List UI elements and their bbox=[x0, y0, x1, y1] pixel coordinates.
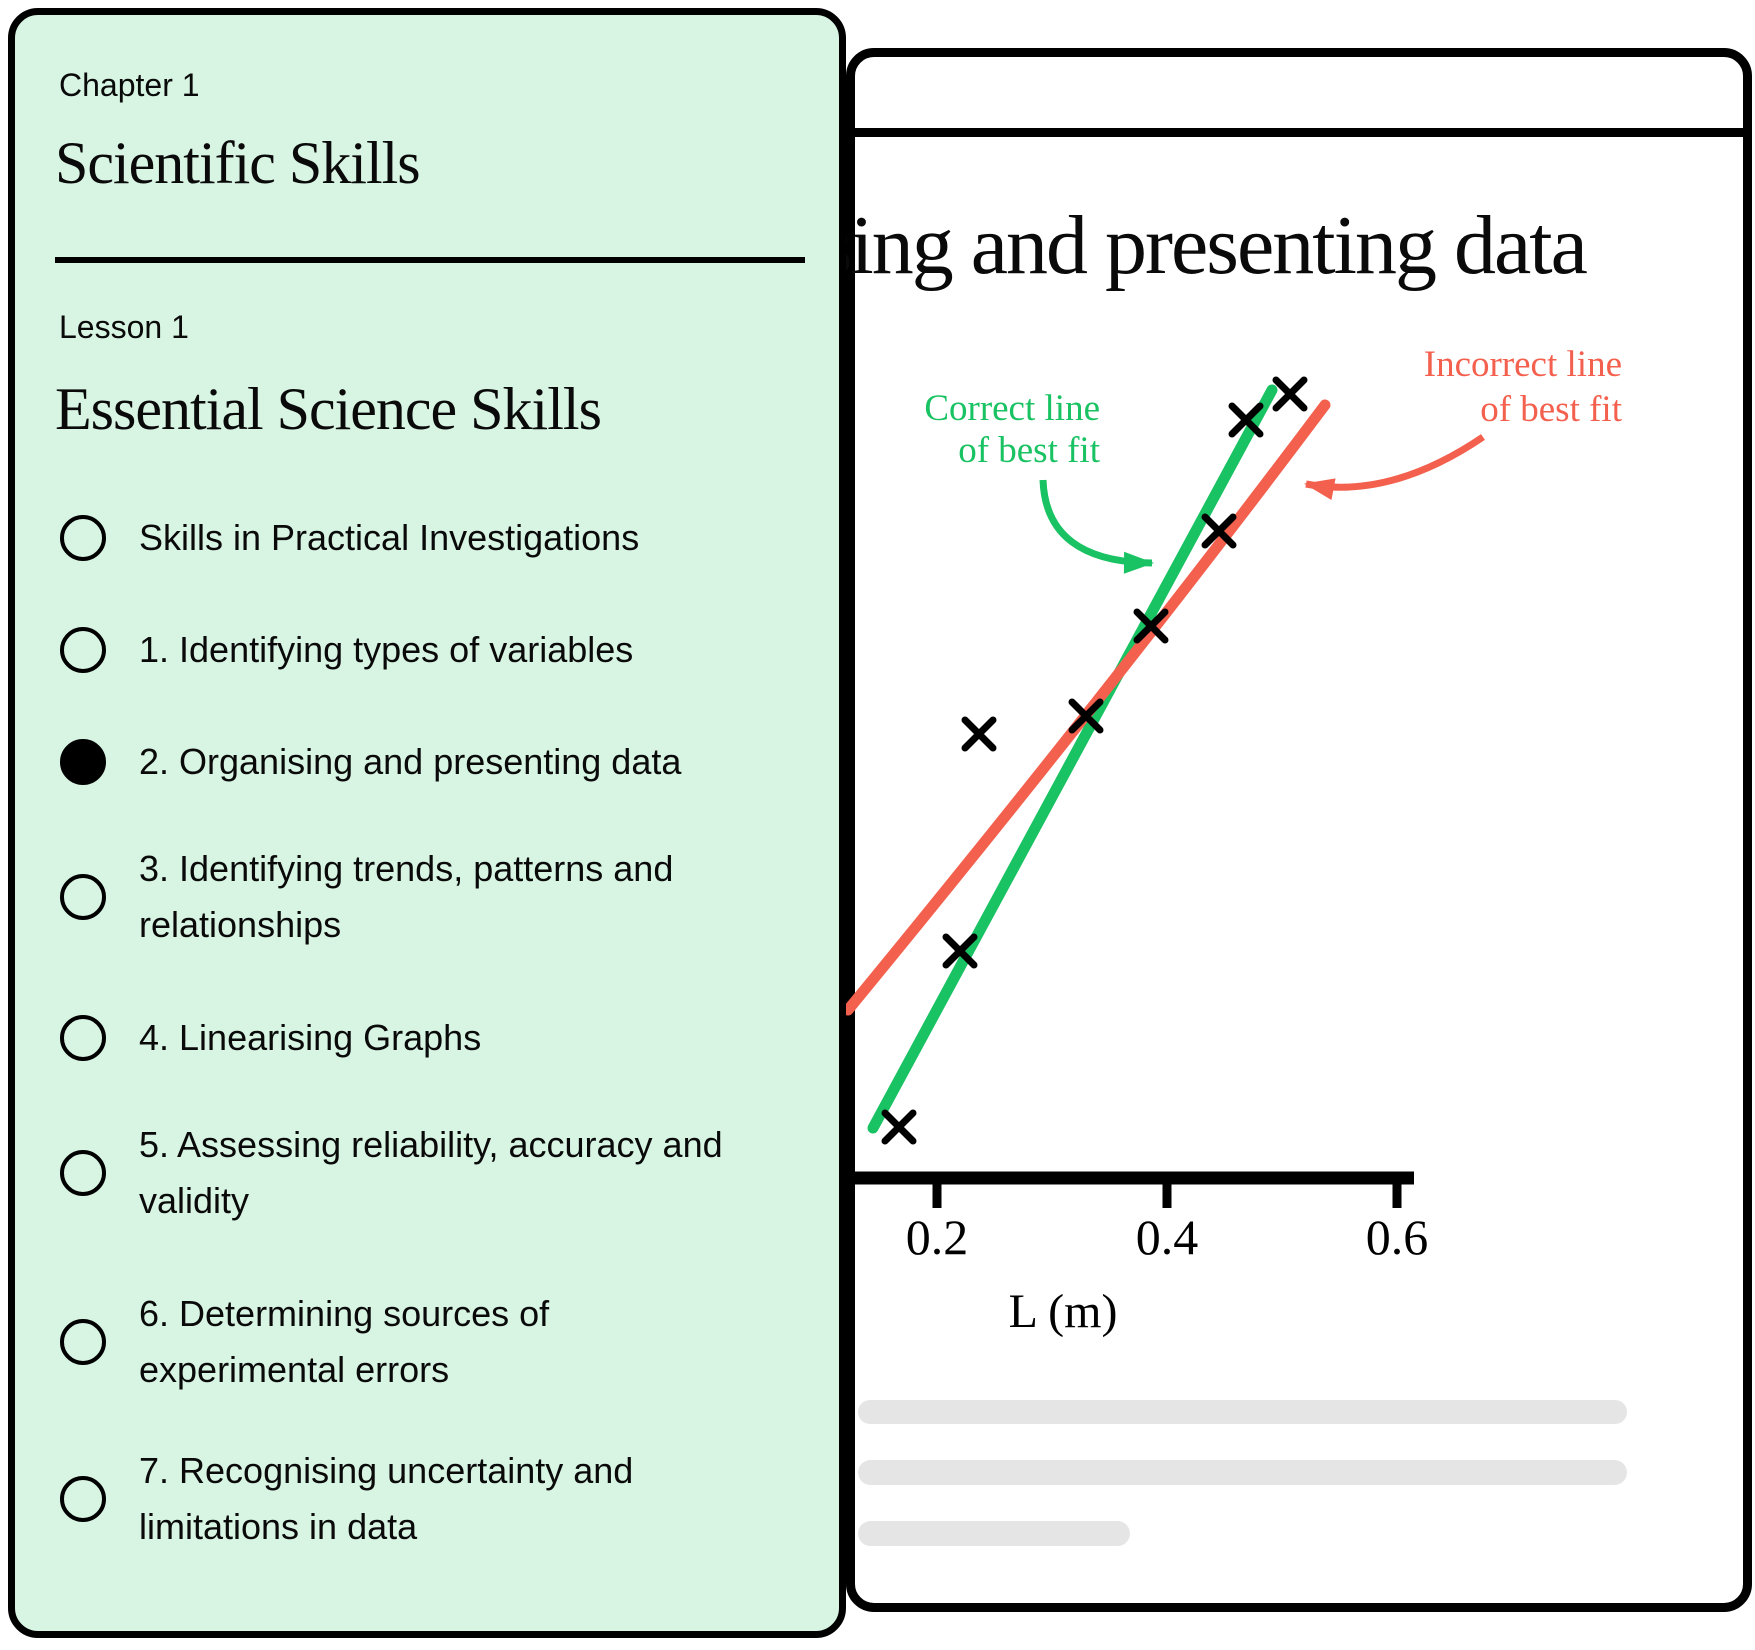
correct-line-label: of best fit bbox=[958, 430, 1101, 471]
lesson-label: Lesson 1 bbox=[59, 309, 189, 345]
data-point-marker bbox=[1272, 376, 1308, 412]
incorrect-line-label: Incorrect line bbox=[1424, 344, 1622, 385]
x-axis-tick-label: 0.4 bbox=[1136, 1209, 1199, 1265]
incorrect-line-label: of best fit bbox=[1480, 389, 1623, 430]
lesson-item-label: 2. Organising and presenting data bbox=[139, 741, 682, 782]
lesson-item-label: Skills in Practical Investigations bbox=[139, 517, 640, 558]
placeholder-bar bbox=[858, 1400, 1627, 1424]
correct-best-fit-line bbox=[867, 384, 1278, 1134]
lesson-item-label: 7. Recognising uncertainty and limitatio… bbox=[139, 1450, 634, 1547]
x-axis-tick-label: 0.2 bbox=[906, 1209, 969, 1265]
placeholder-bar bbox=[858, 1460, 1627, 1485]
x-axis-tick-label: 0.6 bbox=[1366, 1209, 1429, 1265]
lesson-item[interactable]: 6. Determining sources of experimental e… bbox=[15, 1286, 549, 1398]
radio-selected-icon[interactable] bbox=[60, 739, 106, 785]
lesson-sidebar: Chapter 1 Scientific Skills Lesson 1 Ess… bbox=[8, 8, 846, 1638]
lesson-item[interactable]: 7. Recognising uncertainty and limitatio… bbox=[15, 1443, 633, 1555]
lesson-item[interactable]: 2. Organising and presenting data bbox=[15, 734, 681, 790]
lesson-item[interactable]: 4. Linearising Graphs bbox=[15, 1010, 481, 1066]
sidebar-divider bbox=[55, 257, 805, 263]
lesson-title: Essential Science Skills bbox=[55, 376, 602, 442]
incorrect-label-arrow-icon bbox=[1304, 434, 1485, 501]
lesson-item[interactable]: Skills in Practical Investigations bbox=[15, 510, 639, 566]
lesson-item-label: 5. Assessing reliability, accuracy and v… bbox=[139, 1124, 723, 1221]
data-point-marker bbox=[1201, 513, 1237, 549]
data-point-marker bbox=[1133, 608, 1169, 644]
x-axis-label: L (m) bbox=[1009, 1285, 1118, 1338]
radio-icon[interactable] bbox=[60, 1476, 106, 1522]
data-point-marker bbox=[961, 716, 997, 752]
radio-icon[interactable] bbox=[60, 874, 106, 920]
chapter-title: Scientific Skills bbox=[55, 130, 421, 196]
lesson-item[interactable]: 3. Identifying trends, patterns and rela… bbox=[15, 841, 673, 953]
lesson-item-label: 6. Determining sources of experimental e… bbox=[139, 1293, 550, 1390]
radio-icon[interactable] bbox=[60, 627, 106, 673]
radio-icon[interactable] bbox=[60, 515, 106, 561]
data-point-marker bbox=[1068, 698, 1104, 734]
data-point-marker bbox=[881, 1109, 917, 1145]
radio-icon[interactable] bbox=[60, 1015, 106, 1061]
correct-label-arrow-icon bbox=[1039, 479, 1154, 574]
lesson-item-label: 4. Linearising Graphs bbox=[139, 1017, 482, 1058]
lesson-item[interactable]: 5. Assessing reliability, accuracy and v… bbox=[15, 1117, 723, 1229]
radio-icon[interactable] bbox=[60, 1319, 106, 1365]
chapter-label: Chapter 1 bbox=[59, 67, 200, 103]
lesson-item-label: 3. Identifying trends, patterns and rela… bbox=[139, 848, 674, 945]
placeholder-bar bbox=[858, 1521, 1130, 1546]
data-point-marker bbox=[942, 933, 978, 969]
incorrect-best-fit-line bbox=[842, 399, 1331, 1016]
content-panel-header bbox=[855, 57, 1743, 137]
lesson-item[interactable]: 1. Identifying types of variables bbox=[15, 622, 633, 678]
data-point-marker bbox=[1228, 402, 1264, 438]
lesson-item-label: 1. Identifying types of variables bbox=[139, 629, 634, 670]
correct-line-label: Correct line bbox=[924, 388, 1100, 429]
radio-icon[interactable] bbox=[60, 1150, 106, 1196]
